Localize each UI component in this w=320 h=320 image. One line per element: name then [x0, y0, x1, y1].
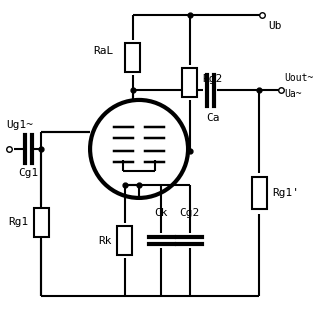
Bar	[125, 43, 140, 71]
Text: Ug1~: Ug1~	[6, 120, 33, 130]
Text: Ck: Ck	[155, 208, 168, 219]
Text: Ca: Ca	[207, 113, 220, 123]
Text: Rg1': Rg1'	[272, 188, 299, 198]
Text: Rg1: Rg1	[8, 217, 28, 228]
Text: RaL: RaL	[93, 46, 114, 56]
Text: Rg2: Rg2	[202, 75, 222, 84]
Text: Cg1: Cg1	[18, 168, 39, 178]
Bar	[34, 208, 49, 237]
Text: Ub: Ub	[269, 21, 282, 31]
Text: Ua~: Ua~	[284, 89, 302, 99]
Text: Uout~: Uout~	[284, 73, 314, 83]
Text: Cg2: Cg2	[180, 208, 200, 219]
Text: Rk: Rk	[99, 236, 112, 245]
Bar	[252, 177, 267, 209]
Bar	[117, 226, 132, 255]
Bar	[182, 68, 197, 97]
